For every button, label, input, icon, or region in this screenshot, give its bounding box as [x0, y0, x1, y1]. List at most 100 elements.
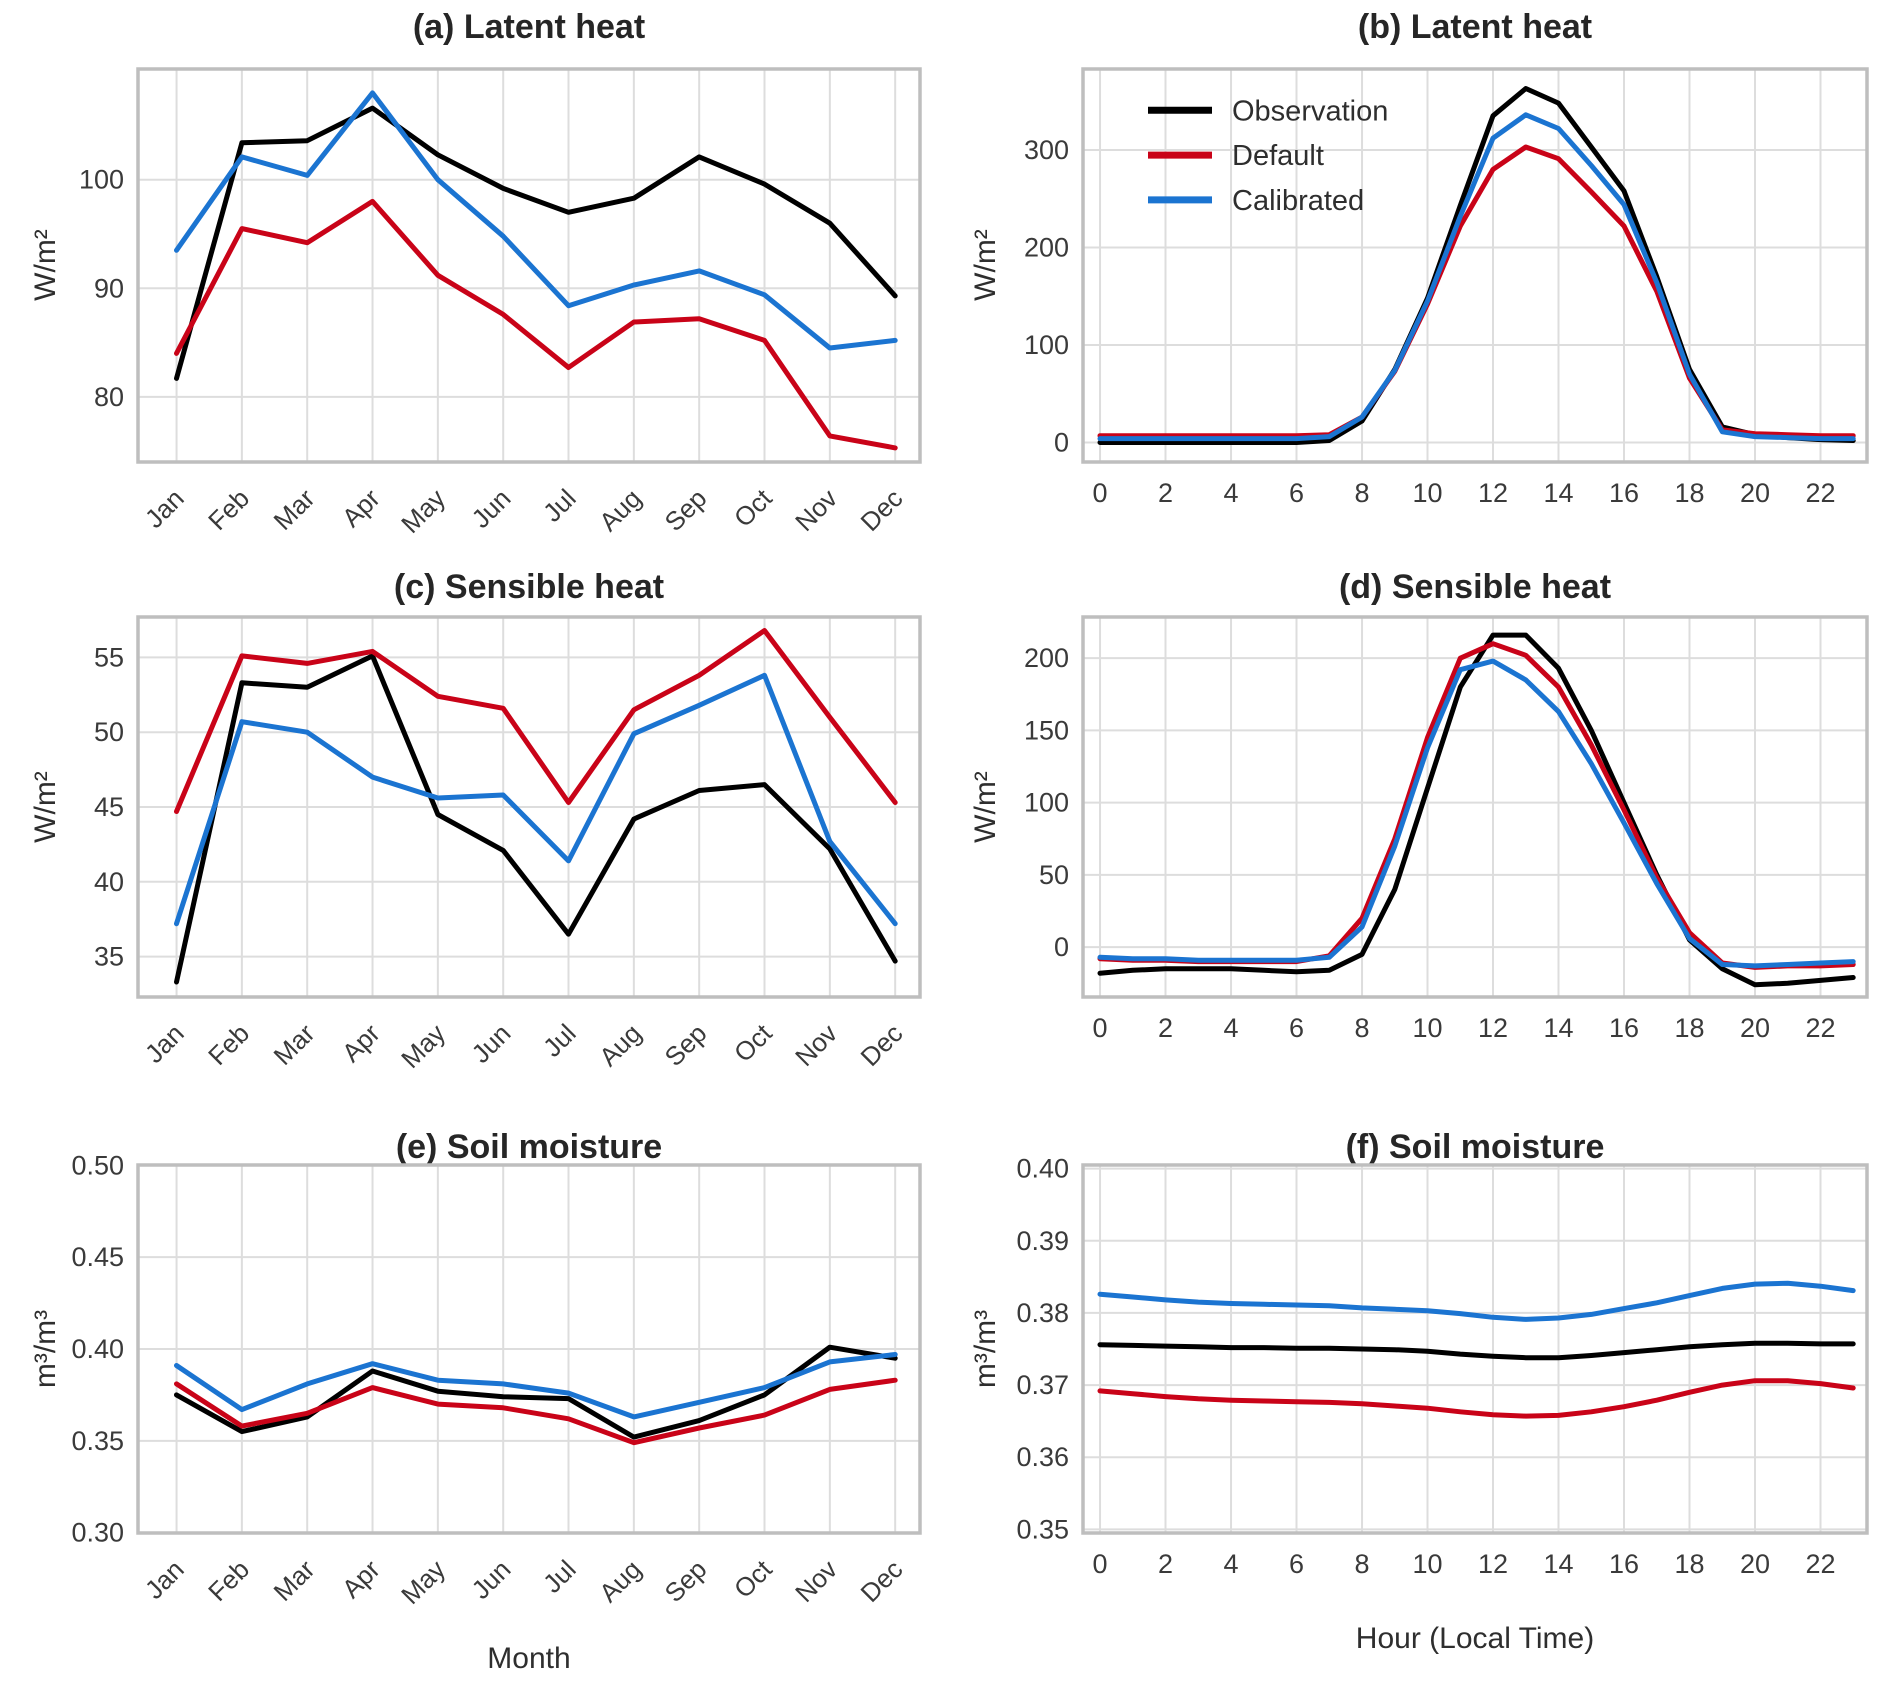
y-tick-label: 0.39 [1016, 1226, 1069, 1256]
series-line-default [1097, 1378, 1856, 1419]
panel-title: (b) Latent heat [1357, 8, 1593, 46]
x-tick-label: Mar [268, 483, 321, 536]
chart-latent-heat-monthly: 80 90 100 Jan Feb Mar Apr May Jun Jul Aug Sep Oct Nov… [79, 67, 922, 539]
y-tick-label: 90 [94, 273, 124, 303]
x-tick-label: 12 [1478, 1549, 1508, 1579]
panel-sensible-heat-hourly: (d) Sensible heat W/m² 0 50 100 150 200 0 2 4 6 8… [946, 560, 1892, 1130]
x-tick-label: 22 [1805, 1013, 1835, 1043]
panel-title: (a) Latent heat [412, 8, 646, 46]
y-tick-label: 0 [1054, 427, 1069, 457]
panel-latent-heat-hourly: (b) Latent heat W/m² 0 100 200 300 0 2 4 6 8 10 12… [946, 0, 1892, 560]
x-tick-label: 20 [1740, 478, 1770, 508]
y-tick-label: 100 [1024, 330, 1069, 360]
x-tick-label: May [395, 1554, 451, 1610]
y-tick-label: 50 [94, 717, 124, 747]
x-tick-label: Jan [139, 1018, 190, 1069]
series-line-calibrated [174, 1352, 898, 1420]
series-line-observation [1097, 1340, 1856, 1361]
y-tick-label: 150 [1024, 715, 1069, 745]
x-tick-label: Nov [789, 1018, 843, 1072]
x-tick-label: Dec [855, 1554, 909, 1608]
y-tick-label: 0.50 [71, 1150, 124, 1180]
x-tick-label: Feb [202, 1554, 255, 1607]
series-line-default [174, 1377, 898, 1446]
x-tick-label: Aug [593, 1554, 647, 1608]
series-line-calibrated [1097, 1280, 1856, 1322]
gridlines [1083, 69, 1867, 462]
y-tick-label: 200 [1024, 643, 1069, 673]
x-tick-label: Mar [268, 1554, 321, 1607]
plot-frame [1081, 615, 1869, 999]
y-tick-label: 0.38 [1016, 1298, 1069, 1328]
x-tick-label: 2 [1158, 478, 1173, 508]
x-tick-label: 8 [1355, 478, 1370, 508]
x-tick-label: Oct [728, 1017, 778, 1067]
y-tick-label: 0.35 [1016, 1514, 1069, 1544]
x-tick-label: 22 [1805, 478, 1835, 508]
series-line-observation [1097, 632, 1856, 988]
x-tick-label: Feb [202, 1018, 255, 1071]
y-tick-label: 0.40 [1016, 1154, 1069, 1184]
x-tick-label: Jul [537, 483, 582, 528]
y-tick-label: 40 [94, 867, 124, 897]
y-tick-label: 0.40 [71, 1334, 124, 1364]
legend-label-default: Default [1232, 140, 1324, 172]
x-tick-label: 0 [1093, 1549, 1108, 1579]
x-tick-label: Apr [336, 1554, 386, 1604]
y-tick-label: 80 [94, 382, 124, 412]
x-tick-label: Jul [537, 1018, 582, 1063]
panel-title: (f) Soil moisture [1345, 1128, 1605, 1166]
x-tick-label: 18 [1674, 478, 1704, 508]
series-line-calibrated [1097, 658, 1856, 969]
series-line-observation [174, 653, 898, 985]
series-line-calibrated [174, 672, 898, 927]
x-tick-label: 20 [1740, 1013, 1770, 1043]
x-tick-label: 2 [1158, 1549, 1173, 1579]
y-tick-label: 0.30 [71, 1518, 124, 1548]
x-tick-label: Sep [658, 1554, 712, 1608]
x-tick-label: 12 [1478, 1013, 1508, 1043]
panel-soil-moisture-hourly: (f) Soil moisture m³/m³ Hour (Local Time… [946, 1128, 1892, 1692]
x-tick-label: Jul [537, 1554, 582, 1599]
series-line-observation [174, 105, 898, 381]
x-tick-label: Sep [658, 1018, 712, 1072]
x-axis-label: Month [487, 1642, 571, 1675]
x-tick-label: 18 [1674, 1549, 1704, 1579]
series-line-calibrated [1097, 112, 1856, 442]
x-tick-label: Jan [139, 1554, 190, 1605]
x-tick-label: Apr [336, 483, 386, 533]
x-tick-label: 4 [1224, 1549, 1239, 1579]
x-tick-label: Sep [658, 483, 712, 537]
x-tick-label: 6 [1289, 1013, 1304, 1043]
x-tick-label: Aug [593, 483, 647, 537]
panel-soil-moisture-monthly: (e) Soil moisture m³/m³ Month 0.30 0.35 0.… [0, 1128, 946, 1692]
x-tick-label: 14 [1543, 478, 1573, 508]
y-tick-label: 0 [1054, 932, 1069, 962]
chart-latent-heat-hourly: 0 100 200 300 0 2 4 6 8 10 12 14 16 18 20 22 Observation… [1024, 67, 1869, 508]
plot-frame [1081, 1163, 1869, 1535]
x-tick-label: 16 [1609, 478, 1639, 508]
y-tick-label: 0.45 [71, 1242, 124, 1272]
panel-title: (e) Soil moisture [395, 1128, 663, 1166]
plot-background [1083, 617, 1867, 997]
y-tick-label: 55 [94, 642, 124, 672]
x-tick-label: 18 [1674, 1013, 1704, 1043]
x-tick-label: Dec [855, 483, 909, 537]
x-tick-label: 8 [1355, 1549, 1370, 1579]
x-tick-label: 8 [1355, 1013, 1370, 1043]
x-tick-label: Nov [789, 1554, 843, 1608]
chart-soil-moisture-hourly: 0.35 0.36 0.37 0.38 0.39 0.40 0 2 4 6 8 10 12 14 16 18 2… [1016, 1154, 1869, 1579]
legend-label-observation: Observation [1232, 95, 1388, 127]
gridlines [138, 69, 920, 462]
gridlines [1083, 1165, 1867, 1533]
x-tick-label: 14 [1543, 1013, 1573, 1043]
x-tick-label: Mar [268, 1018, 321, 1071]
x-tick-label: Oct [728, 482, 778, 532]
x-tick-label: Jun [466, 483, 517, 534]
chart-sensible-heat-hourly: 0 50 100 150 200 0 2 4 6 8 10 12 14 16 18 20 22 [1024, 615, 1869, 1043]
x-tick-label: Aug [593, 1018, 647, 1072]
x-tick-label: 10 [1412, 1013, 1442, 1043]
y-tick-label: 100 [1024, 788, 1069, 818]
y-tick-label: 0.35 [71, 1426, 124, 1456]
